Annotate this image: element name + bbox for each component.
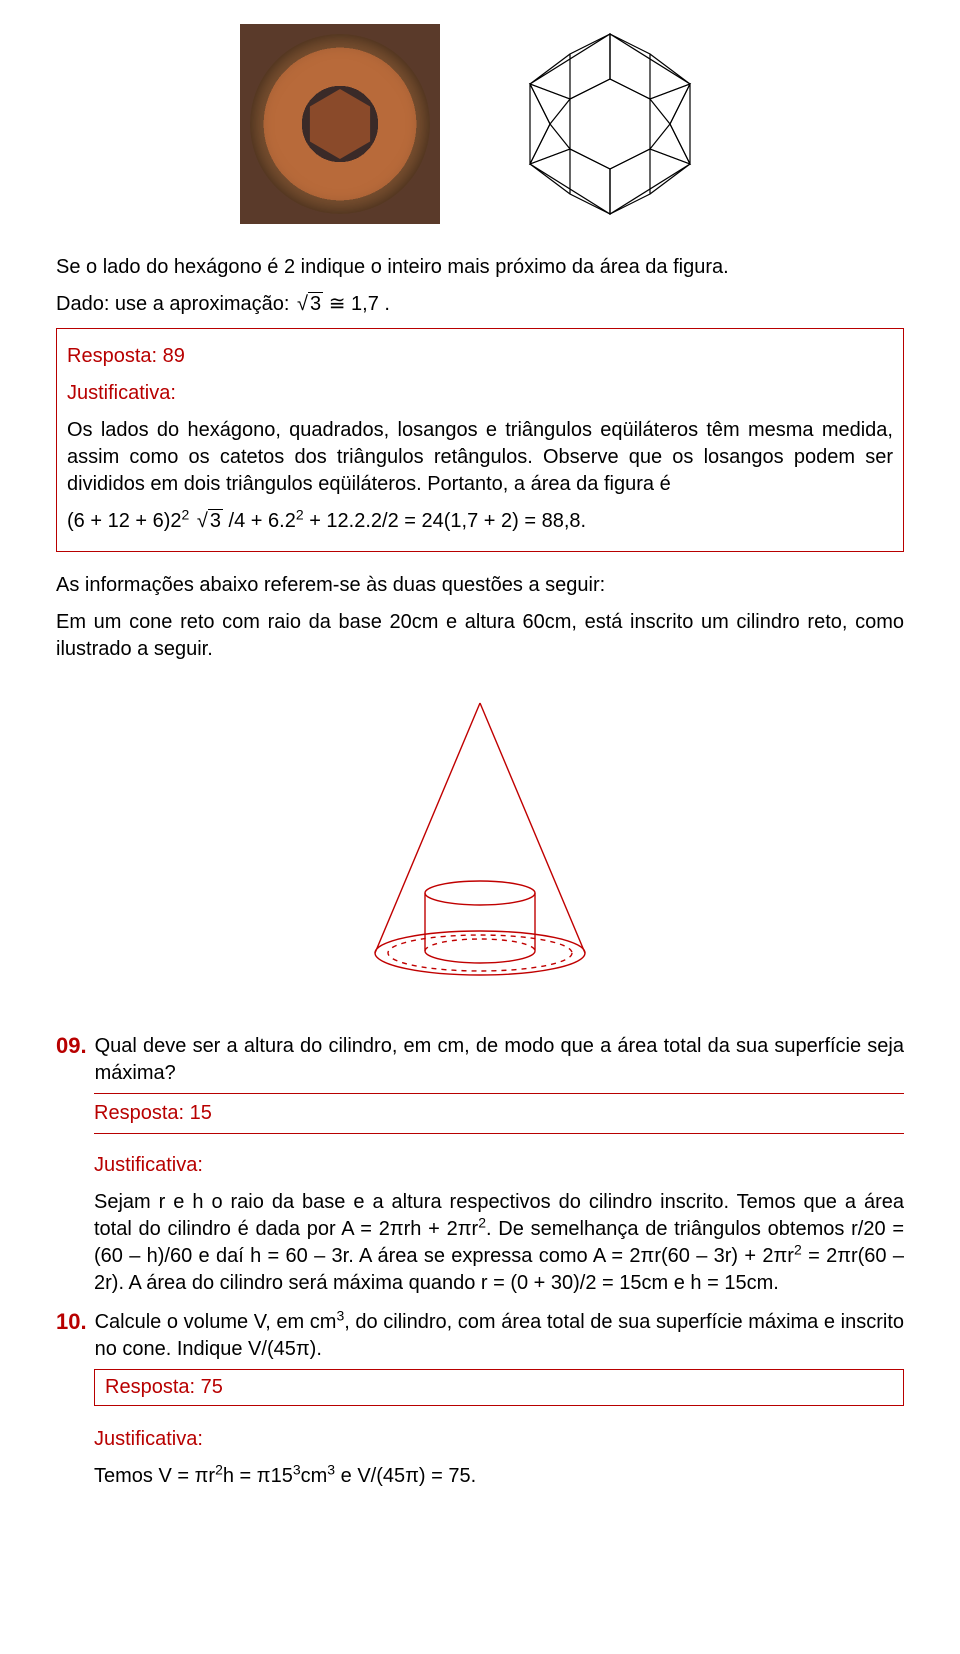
mid-p2: Em um cone reto com raio da base 20cm e … [56,609,904,663]
top-images-row [56,24,904,224]
page: Se o lado do hexágono é 2 indique o inte… [0,0,960,1540]
justificativa-label-1: Justificativa: [67,380,893,407]
q10-indent: Resposta: 75 Justificativa: Temos V = πr… [56,1369,904,1490]
q09-sup1: 2 [478,1214,486,1230]
q09-resposta-box: Resposta: 15 [94,1093,904,1134]
q10-fa: Temos V = πr [94,1465,215,1487]
mosaic-photo-placeholder [240,24,440,224]
q10-formula: Temos V = πr2h = π153cm3 e V/(45π) = 75. [94,1463,904,1490]
q10-row: 10. Calcule o volume V, em cm3, do cilin… [56,1309,904,1363]
cone-cylinder-figure [350,693,610,993]
answer-box-q08: Resposta: 89 Justificativa: Os lados do … [56,328,904,552]
q09-justificativa-text: Sejam r e h o raio da base e a altura re… [94,1189,904,1297]
intro-line: Se o lado do hexágono é 2 indique o inte… [56,254,904,281]
f1-a: (6 + 12 + 6)2 [67,510,182,532]
resposta-89: Resposta: 89 [67,343,893,370]
dado-line: Dado: use a aproximação: 3 ≅ 1,7 . [56,291,904,318]
q10-s3: 3 [327,1461,335,1477]
q10-resposta-box: Resposta: 75 [94,1369,904,1406]
q09-resposta: Resposta: 15 [94,1100,904,1127]
q10-justificativa-label: Justificativa: [94,1426,904,1453]
q10-fb: h = π15 [223,1465,293,1487]
q10-s2: 3 [293,1461,301,1477]
f1-c: + 12.2.2/2 = 24(1,7 + 2) = 88,8. [304,510,586,532]
f1-sqrt: 3 [195,508,223,535]
q10-number: 10. [56,1309,87,1363]
q09-row: 09. Qual deve ser a altura do cilindro, … [56,1033,904,1087]
q10-text: Calcule o volume V, em cm3, do cilindro,… [95,1309,904,1363]
q09-text: Qual deve ser a altura do cilindro, em c… [95,1033,904,1087]
q09-justificativa-label: Justificativa: [94,1152,904,1179]
formula-1: (6 + 12 + 6)22 3 /4 + 6.22 + 12.2.2/2 = … [67,508,893,535]
q09-sup2: 2 [794,1241,802,1257]
q09-number: 09. [56,1033,87,1087]
f1-sup2: 2 [296,506,304,522]
q10-fc: cm [301,1465,328,1487]
dado-approx: ≅ 1,7 . [323,293,390,315]
q10-ta: Calcule o volume V, em cm [95,1311,337,1333]
cone-figure-wrap [56,693,904,993]
dado-prefix: Dado: use a aproximação: [56,293,295,315]
rhombi-hexagon-diagram [500,24,720,224]
f1-radicand: 3 [208,509,223,532]
radicand: 3 [308,292,323,315]
f1-sup1: 2 [182,506,190,522]
q10-s1: 2 [215,1461,223,1477]
q09-indent: Resposta: 15 Justificativa: Sejam r e h … [56,1093,904,1297]
f1-b: /4 + 6.2 [223,510,296,532]
mid-p1: As informações abaixo referem-se às duas… [56,572,904,599]
q10-fd: e V/(45π) = 75. [335,1465,476,1487]
q10-resposta: Resposta: 75 [105,1374,893,1401]
sqrt-3: 3 [295,291,323,318]
justificativa-text-1: Os lados do hexágono, quadrados, losango… [67,417,893,498]
